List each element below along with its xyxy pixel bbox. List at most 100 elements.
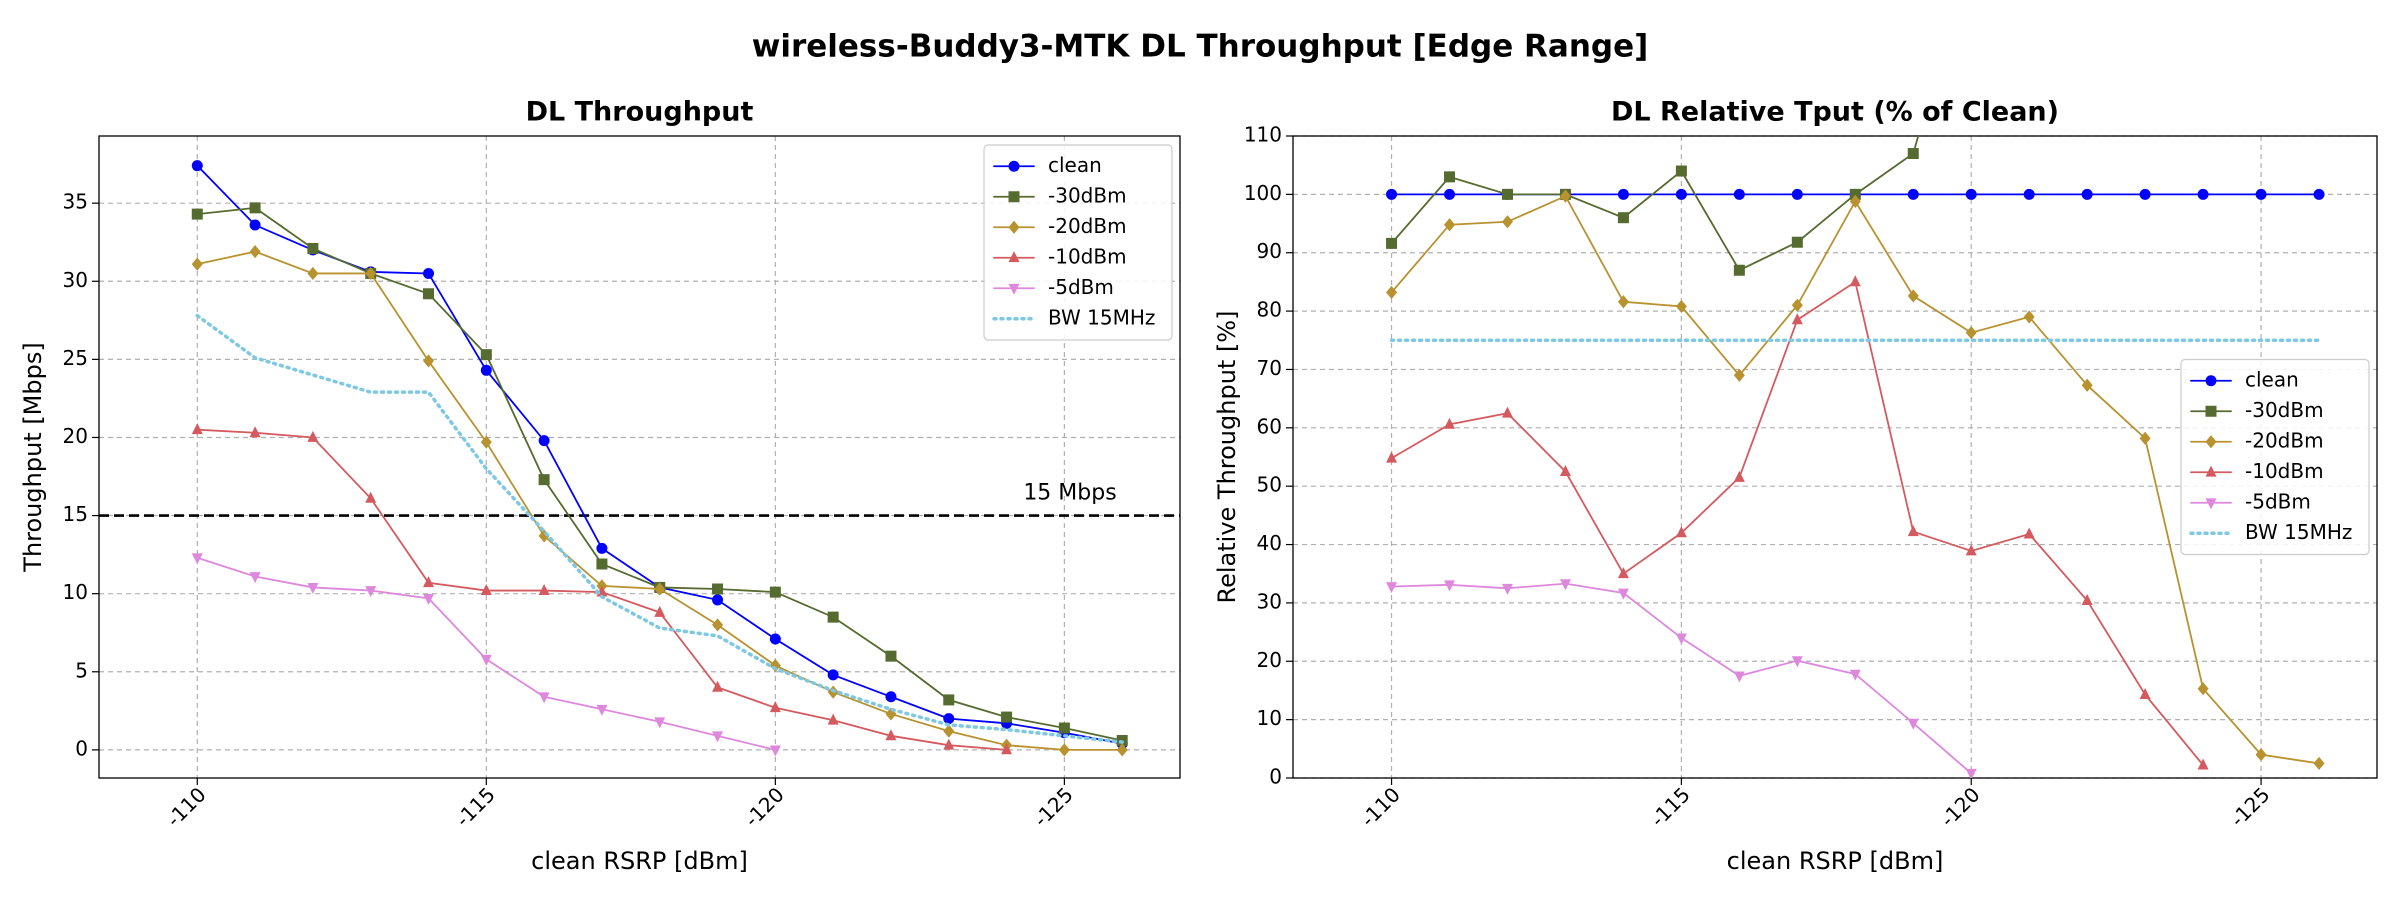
marker [712, 731, 724, 743]
marker [1675, 299, 1687, 314]
marker [885, 650, 897, 662]
legend-box [983, 144, 1173, 341]
marker [1001, 711, 1013, 723]
marker [423, 288, 435, 300]
marker [423, 593, 435, 605]
marker [2023, 188, 2035, 200]
marker [943, 724, 955, 738]
marker [249, 426, 261, 438]
marker [827, 669, 839, 681]
marker [2205, 498, 2217, 510]
marker [1965, 544, 1977, 556]
marker [1965, 768, 1977, 778]
marker [1058, 722, 1070, 734]
marker [1008, 220, 1020, 234]
marker [1444, 188, 1456, 200]
marker [1849, 194, 1861, 208]
marker [538, 435, 550, 447]
marker [2313, 188, 2325, 200]
marker [423, 576, 435, 588]
marker [1501, 406, 1513, 418]
marker [191, 160, 203, 172]
marker [538, 692, 550, 704]
marker [2255, 188, 2267, 200]
marker [1008, 283, 1020, 295]
marker [654, 582, 666, 596]
marker [2139, 687, 2151, 699]
marker [769, 633, 781, 645]
legend-label: -10dBm [1048, 244, 1127, 268]
reference-label: 15 Mbps [1023, 481, 1116, 506]
marker [654, 605, 666, 617]
marker [1116, 743, 1128, 757]
marker [538, 529, 550, 543]
y-tick-label: 20 [1257, 648, 1282, 672]
marker [1733, 368, 1745, 382]
marker [2081, 593, 2093, 605]
marker [827, 713, 839, 725]
marker [1907, 718, 1919, 730]
marker [885, 729, 897, 741]
y-tick-label: 100 [1244, 181, 1282, 205]
marker [1733, 264, 1745, 276]
marker [191, 423, 203, 435]
marker [1965, 326, 1977, 340]
marker [2205, 405, 2217, 417]
marker [1675, 526, 1687, 538]
y-tick-label: 0 [1269, 765, 1282, 789]
marker [480, 583, 492, 595]
marker [1907, 188, 1919, 200]
marker [769, 701, 781, 713]
y-tick-label: 90 [1257, 239, 1282, 263]
marker [1386, 188, 1398, 200]
marker [538, 474, 550, 486]
marker [1791, 236, 1803, 248]
marker [2081, 378, 2093, 392]
marker [1386, 285, 1398, 300]
marker [943, 694, 955, 706]
y-tick-label: 20 [63, 424, 88, 448]
y-tick-label: 110 [1244, 123, 1282, 147]
legend-label: -20dBm [1048, 214, 1127, 238]
legend-label: -5dBm [1048, 275, 1114, 299]
marker [307, 242, 319, 254]
y-axis-label: Throughput [Mbps] [19, 342, 47, 572]
marker [1559, 464, 1571, 476]
axes-frame [98, 135, 1181, 779]
y-tick-label: 60 [1257, 414, 1282, 438]
marker [1791, 188, 1803, 200]
marker [307, 266, 319, 281]
marker [1791, 656, 1803, 668]
y-tick-label: 70 [1257, 356, 1282, 380]
marker [596, 704, 608, 716]
x-axis-label: clean RSRP [dBm] [531, 847, 748, 875]
marker [2205, 465, 2217, 477]
marker [769, 586, 781, 598]
y-tick-label: 50 [1257, 473, 1282, 497]
marker [1008, 251, 1020, 263]
marker [2023, 527, 2035, 539]
y-tick-label: 40 [1257, 531, 1282, 555]
marker [654, 717, 666, 729]
marker [2023, 310, 2035, 324]
marker [1617, 295, 1629, 309]
marker [423, 354, 435, 368]
marker [538, 583, 550, 595]
marker [712, 594, 724, 606]
marker [1386, 451, 1398, 463]
marker [480, 364, 492, 376]
legend-label: BW 15MHz [2245, 520, 2352, 544]
marker [596, 558, 608, 570]
marker [249, 572, 261, 584]
legend-label: clean [2245, 367, 2299, 391]
marker [249, 244, 261, 259]
marker [2139, 188, 2151, 200]
marker [1444, 417, 1456, 429]
series-line [195, 313, 1124, 744]
marker [2197, 682, 2209, 696]
marker [1501, 583, 1513, 595]
marker [943, 713, 955, 725]
marker [1444, 218, 1456, 232]
